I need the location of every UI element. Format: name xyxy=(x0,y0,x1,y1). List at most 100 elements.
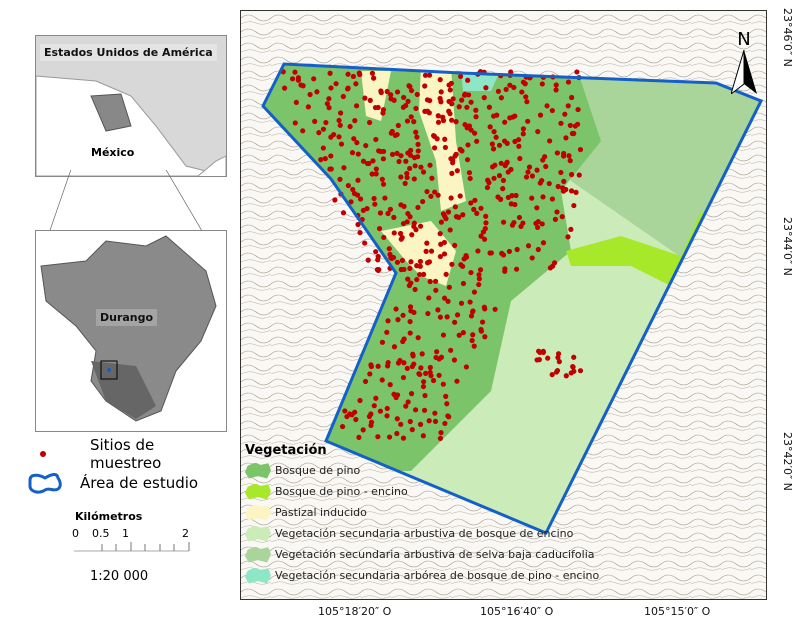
sampling-point xyxy=(458,262,464,268)
sampling-point xyxy=(463,254,470,260)
sampling-point xyxy=(565,79,572,85)
sampling-point xyxy=(405,150,411,156)
sampling-point xyxy=(468,127,474,133)
sampling-point xyxy=(417,258,424,265)
sampling-point xyxy=(426,418,432,424)
sampling-point xyxy=(387,206,394,212)
sampling-point xyxy=(292,69,298,75)
sampling-point xyxy=(372,201,378,207)
sampling-point xyxy=(516,143,522,149)
sampling-point xyxy=(448,195,454,201)
sampling-point xyxy=(508,166,514,173)
sampling-point xyxy=(395,122,401,129)
sampling-point xyxy=(465,92,472,98)
sampling-point xyxy=(524,99,530,105)
sampling-point xyxy=(553,82,559,88)
sampling-point xyxy=(552,216,559,222)
sampling-point xyxy=(440,381,446,387)
sampling-point xyxy=(381,234,387,241)
sampling-point xyxy=(575,106,581,113)
sampling-point xyxy=(414,134,420,140)
sampling-point xyxy=(438,89,444,95)
sampling-point xyxy=(400,312,406,318)
sampling-point xyxy=(340,93,346,100)
sampling-point xyxy=(490,146,497,152)
sampling-point xyxy=(436,372,442,378)
sampling-point xyxy=(412,286,418,293)
sampling-point xyxy=(453,119,459,125)
sampling-point xyxy=(371,75,377,81)
sampling-point xyxy=(348,199,354,205)
legend-area-label: Área de estudio xyxy=(80,474,199,492)
sampling-point xyxy=(282,85,288,91)
sampling-point xyxy=(388,92,394,98)
sampling-point xyxy=(336,134,342,140)
vegetation-label: Pastizal inducido xyxy=(275,506,367,519)
sampling-point xyxy=(463,364,469,370)
sampling-point xyxy=(342,408,348,414)
sampling-point xyxy=(458,300,465,306)
sampling-point xyxy=(395,360,402,366)
sampling-point xyxy=(404,365,410,371)
sampling-point xyxy=(418,164,424,170)
sampling-point xyxy=(460,280,467,287)
sampling-point xyxy=(556,359,562,365)
sampling-point xyxy=(553,369,560,375)
sampling-point xyxy=(501,138,508,144)
sampling-point xyxy=(395,317,401,323)
sampling-point xyxy=(366,160,372,167)
lon-label-3: 105°15′0″ O xyxy=(644,605,711,618)
sampling-point xyxy=(428,248,435,254)
sampling-point xyxy=(384,413,390,419)
sampling-point xyxy=(316,130,322,136)
sampling-point xyxy=(407,265,413,271)
sampling-point xyxy=(573,189,579,195)
sampling-point xyxy=(368,362,374,368)
map-canvas xyxy=(241,11,766,599)
sampling-point xyxy=(449,261,455,267)
sampling-point xyxy=(529,195,535,201)
sampling-point xyxy=(500,186,506,192)
sampling-point xyxy=(494,112,500,118)
vegetation-label: Bosque de pino xyxy=(275,464,361,477)
sampling-point xyxy=(440,211,447,217)
sampling-point xyxy=(493,134,499,140)
sampling-point xyxy=(318,157,324,163)
sampling-point xyxy=(407,214,413,220)
sampling-point xyxy=(464,157,471,163)
sampling-point xyxy=(400,104,406,110)
sampling-point xyxy=(401,94,407,101)
sampling-point xyxy=(382,195,388,201)
sampling-points xyxy=(280,68,584,441)
sampling-point xyxy=(387,382,393,388)
sampling-point xyxy=(427,97,433,104)
sampling-point xyxy=(470,308,476,314)
sampling-point xyxy=(446,284,452,290)
sampling-point xyxy=(468,313,475,319)
sampling-point xyxy=(409,363,415,370)
sampling-point-icon xyxy=(40,451,46,457)
sampling-point xyxy=(456,214,462,220)
sampling-point xyxy=(376,266,382,273)
sampling-point xyxy=(559,214,565,220)
sampling-point xyxy=(371,195,377,202)
sampling-point xyxy=(327,70,333,76)
sampling-point xyxy=(424,188,430,195)
sampling-point xyxy=(520,131,526,137)
sampling-point xyxy=(440,114,446,120)
sampling-point xyxy=(415,204,421,211)
sampling-point xyxy=(368,419,375,425)
sampling-point xyxy=(571,354,577,360)
sampling-point xyxy=(384,329,390,335)
durango-outline xyxy=(40,235,217,422)
sampling-point xyxy=(362,240,368,246)
sampling-point xyxy=(537,349,543,355)
sampling-point xyxy=(407,83,413,90)
sampling-point xyxy=(448,347,454,353)
sampling-point xyxy=(488,250,494,256)
vegetation-legend-item: Pastizal inducido xyxy=(245,502,599,523)
sampling-point xyxy=(483,85,489,91)
sampling-point xyxy=(424,240,430,246)
sampling-point xyxy=(475,248,481,254)
sampling-point xyxy=(426,295,432,301)
